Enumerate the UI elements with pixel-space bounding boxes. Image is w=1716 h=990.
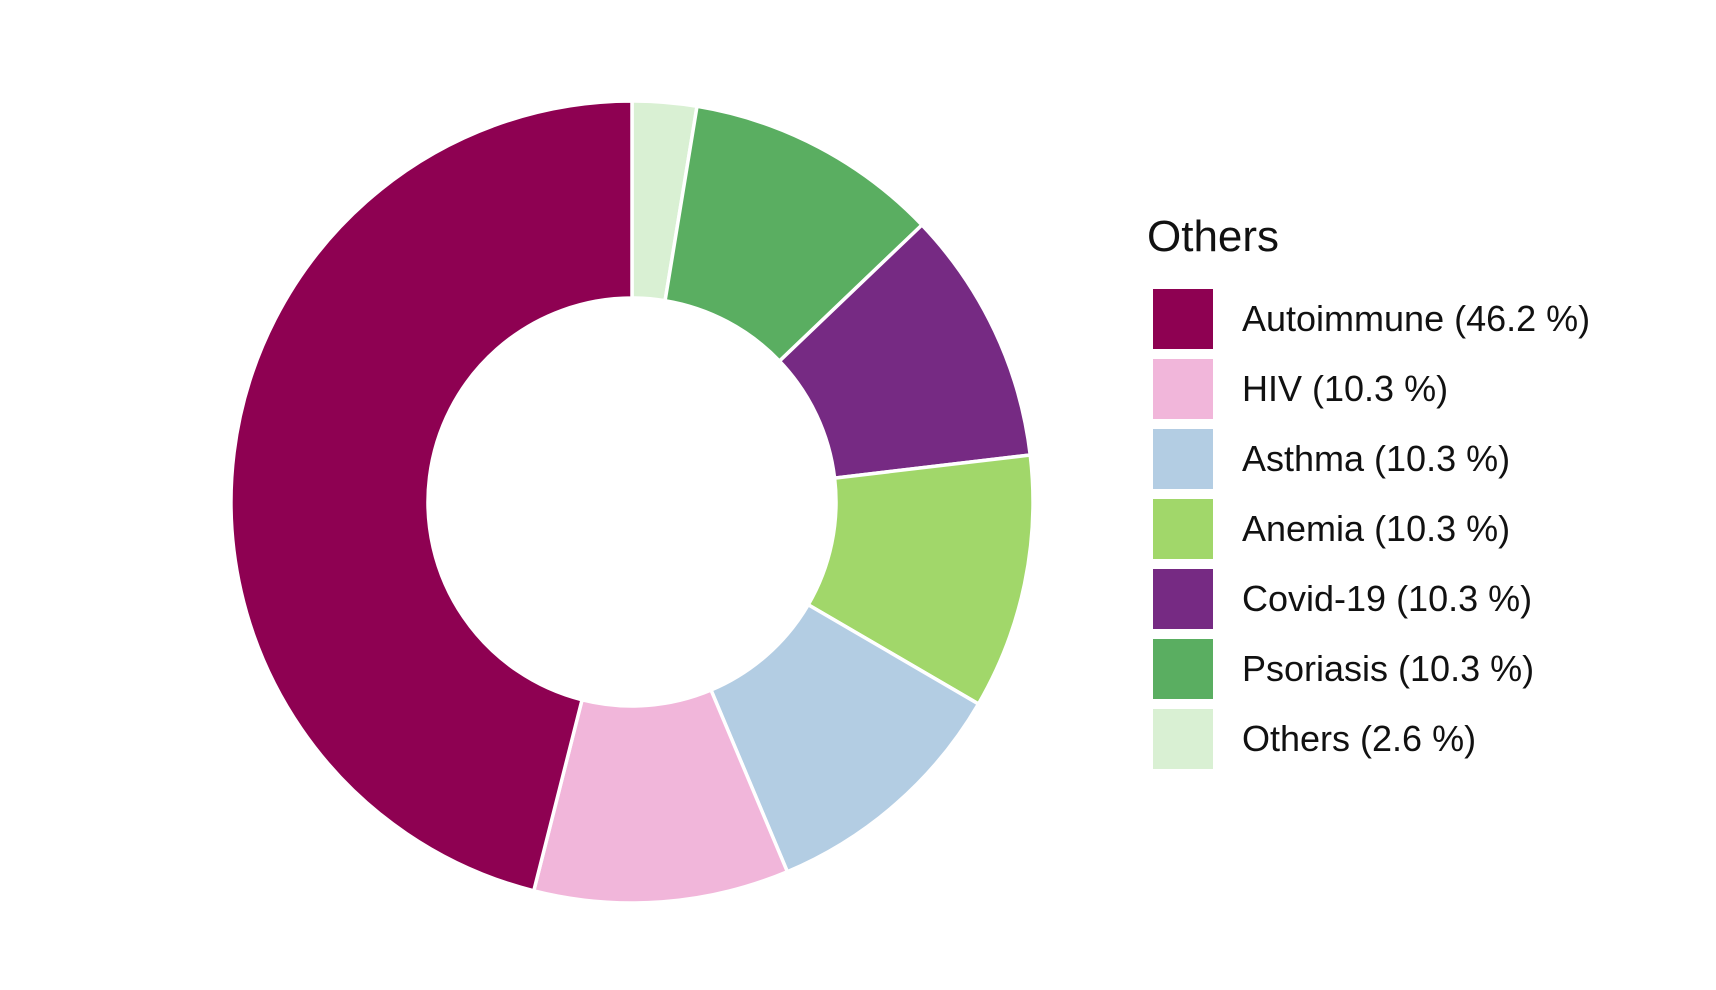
legend-item-others: Others (2.6 %) [1147, 704, 1590, 774]
legend-swatch-psoriasis [1153, 639, 1213, 699]
legend-swatch-others [1153, 709, 1213, 769]
legend-item-autoimmune: Autoimmune (46.2 %) [1147, 284, 1590, 354]
legend-swatch-anemia [1153, 499, 1213, 559]
legend-swatch-hiv [1153, 359, 1213, 419]
legend: Others Autoimmune (46.2 %) HIV (10.3 %) … [1147, 215, 1590, 774]
legend-item-asthma: Asthma (10.3 %) [1147, 424, 1590, 494]
slice-autoimmune [229, 99, 634, 893]
legend-label-autoimmune: Autoimmune (46.2 %) [1242, 298, 1591, 339]
legend-item-anemia: Anemia (10.3 %) [1147, 494, 1590, 564]
legend-label-asthma: Asthma (10.3 %) [1242, 438, 1511, 479]
legend-item-hiv: HIV (10.3 %) [1147, 354, 1590, 424]
legend-label-hiv: HIV (10.3 %) [1242, 368, 1449, 409]
donut-slices [229, 99, 1035, 905]
legend-label-covid-19: Covid-19 (10.3 %) [1242, 578, 1533, 619]
legend-swatch-covid-19 [1153, 569, 1213, 629]
legend-item-psoriasis: Psoriasis (10.3 %) [1147, 634, 1590, 704]
legend-swatch-autoimmune [1153, 289, 1213, 349]
legend-item-covid-19: Covid-19 (10.3 %) [1147, 564, 1590, 634]
legend-label-anemia: Anemia (10.3 %) [1242, 508, 1511, 549]
legend-title: Others [1147, 212, 1280, 261]
legend-label-psoriasis: Psoriasis (10.3 %) [1242, 648, 1535, 689]
legend-swatch-asthma [1153, 429, 1213, 489]
legend-label-others: Others (2.6 %) [1242, 718, 1477, 759]
